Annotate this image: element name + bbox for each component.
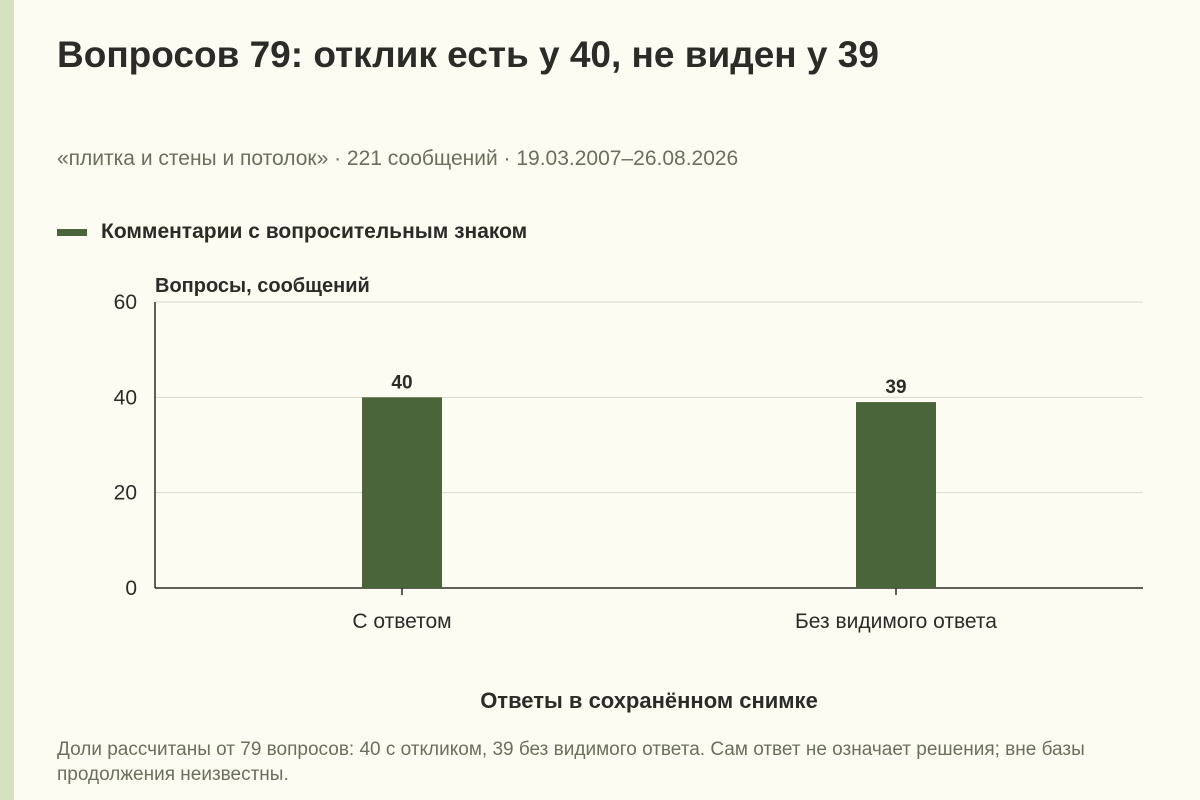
legend-label: Комментарии с вопросительным знаком <box>101 220 528 243</box>
bar-value-label: 40 <box>391 372 412 393</box>
x-tick-label: С ответом <box>352 610 451 633</box>
chart-footnote: Доли рассчитаны от 79 вопросов: 40 с отк… <box>57 739 1085 785</box>
accent-strip <box>0 0 14 800</box>
bar <box>856 402 936 588</box>
x-axis-label: Ответы в сохранённом снимке <box>480 688 818 713</box>
legend: Комментарии с вопросительным знаком <box>57 218 527 246</box>
chart-title: Вопросов 79: отклик есть у 40, не виден … <box>57 34 879 75</box>
legend-swatch <box>57 228 87 236</box>
chart-subtitle: «плитка и стены и потолок» · 221 сообщен… <box>57 147 739 170</box>
y-tick-label: 60 <box>114 291 137 314</box>
x-tick-label: Без видимого ответа <box>795 610 997 633</box>
y-axis-label: Вопросы, сообщений <box>155 275 370 297</box>
y-tick-label: 40 <box>114 386 137 409</box>
bar <box>362 397 442 588</box>
y-tick-label: 0 <box>125 577 137 600</box>
y-tick-label: 20 <box>114 482 137 505</box>
bar-value-label: 39 <box>885 377 906 398</box>
